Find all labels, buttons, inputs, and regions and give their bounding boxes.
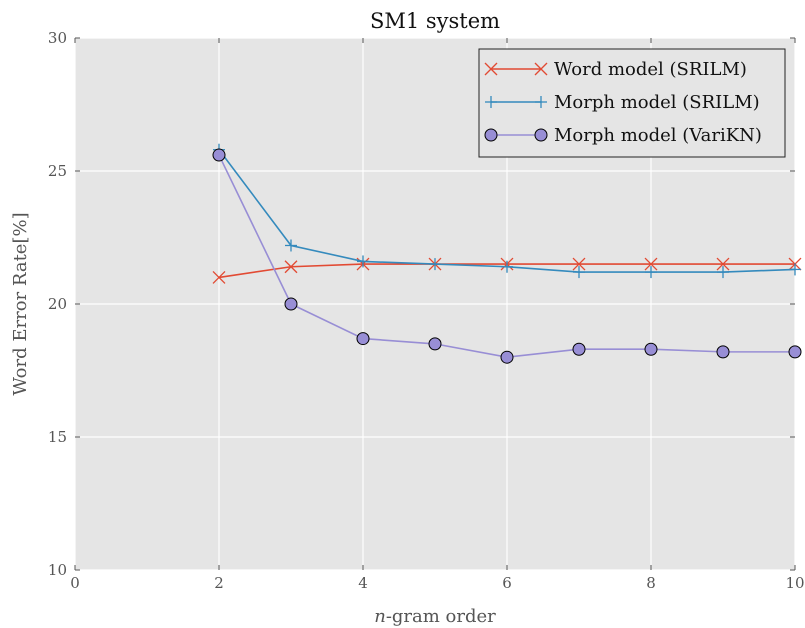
x-axis-label: n-gram order xyxy=(374,606,496,627)
legend-label: Word model (SRILM) xyxy=(554,59,747,80)
x-tick-label: 0 xyxy=(70,574,80,592)
x-tick-label: 8 xyxy=(646,574,656,592)
chart-title: SM1 system xyxy=(370,9,500,33)
x-tick-label: 2 xyxy=(214,574,224,592)
y-tick-label: 10 xyxy=(48,561,67,579)
x-tick-label: 6 xyxy=(502,574,512,592)
y-tick-label: 15 xyxy=(48,428,67,446)
data-point-circle-marker xyxy=(535,129,547,141)
legend: Word model (SRILM) Morph model (SRILM) Mor… xyxy=(479,49,785,157)
data-point-circle-marker xyxy=(573,343,585,355)
data-point-circle-marker xyxy=(429,338,441,350)
data-point-circle-marker xyxy=(645,343,657,355)
legend-label: Morph model (SRILM) xyxy=(554,92,760,113)
y-tick-label: 25 xyxy=(48,162,67,180)
data-point-circle-marker xyxy=(789,346,801,358)
x-axis-label-italic: n xyxy=(374,606,386,627)
x-axis-label-rest: -gram order xyxy=(386,606,496,627)
data-point-circle-marker xyxy=(501,351,513,363)
data-point-circle-marker xyxy=(357,333,369,345)
y-axis-label: Word Error Rate[%] xyxy=(10,212,31,395)
legend-label: Morph model (VariKN) xyxy=(554,125,762,146)
data-point-circle-marker xyxy=(717,346,729,358)
data-point-circle-marker xyxy=(285,298,297,310)
x-tick-label: 10 xyxy=(785,574,804,592)
x-tick-label: 4 xyxy=(358,574,368,592)
data-point-circle-marker xyxy=(485,129,497,141)
y-tick-label: 20 xyxy=(48,295,67,313)
data-point-circle-marker xyxy=(213,149,225,161)
y-tick-label: 30 xyxy=(48,29,67,47)
